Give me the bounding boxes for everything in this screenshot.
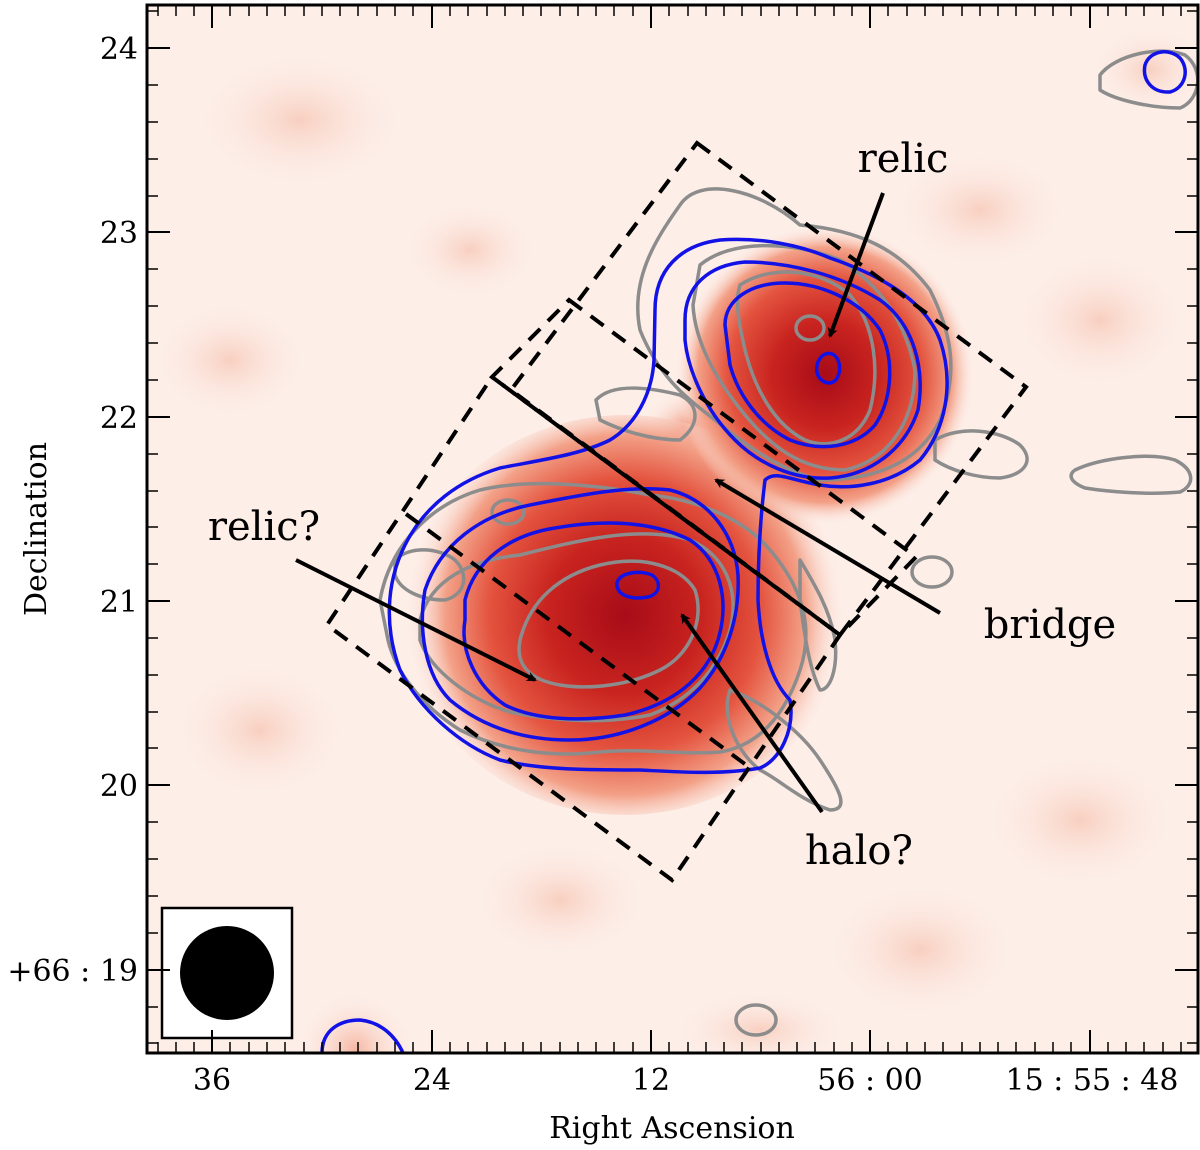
noise-blob — [890, 150, 1070, 270]
emission-north — [675, 225, 975, 525]
arrow-bridge — [714, 478, 942, 615]
arrow-relic-top — [828, 192, 885, 338]
noise-blob — [980, 750, 1180, 890]
noise-blob — [1010, 250, 1190, 390]
region-box-south — [324, 374, 843, 883]
label-halo-question: halo? — [805, 828, 913, 874]
label-bridge: bridge — [984, 602, 1116, 648]
y-tick-label: 22 — [100, 401, 138, 436]
noise-blob — [670, 990, 850, 1053]
x-tick-label: 36 — [193, 1063, 231, 1098]
x-tick-label: 15 : 55 : 48 — [1006, 1063, 1179, 1098]
noise-blob — [470, 840, 650, 960]
noise-blob — [190, 50, 410, 190]
x-tick-label: 24 — [413, 1063, 451, 1098]
y-tick-label: +66 : 19 — [7, 954, 138, 989]
label-relic-question: relic? — [208, 504, 320, 550]
radio-image: relic relic? bridge halo? — [147, 5, 1198, 1053]
noise-blob — [170, 660, 350, 800]
x-tick-labels: 36 24 12 56 : 00 15 : 55 : 48 — [193, 1063, 1179, 1098]
noise-blob — [150, 300, 310, 420]
beam-marker — [180, 926, 274, 1020]
emission-south — [405, 415, 845, 815]
y-tick-labels: 24 23 22 21 20 +66 : 19 — [7, 32, 138, 989]
y-tick-label: 24 — [100, 32, 138, 67]
axis-minor-ticks — [147, 5, 1198, 1053]
emission-corner — [295, 990, 415, 1053]
plot-frame — [145, 3, 1200, 1055]
noise-blob — [820, 880, 1020, 1020]
y-tick-label: 20 — [100, 769, 138, 804]
x-tick-label: 12 — [632, 1063, 670, 1098]
axis-ticks — [147, 5, 1198, 1053]
region-box-north — [508, 140, 1029, 638]
annotation-arrows — [295, 192, 942, 814]
region-boxes — [324, 140, 1029, 883]
x-axis-title: Right Ascension — [549, 1111, 795, 1146]
beam-box — [160, 906, 294, 1040]
region-box-divider — [404, 512, 755, 772]
y-tick-label: 21 — [100, 585, 138, 620]
arrow-halo — [680, 613, 824, 814]
label-relic: relic — [858, 136, 949, 182]
y-tick-label: 23 — [100, 216, 138, 251]
arrow-relic-left — [295, 558, 537, 682]
x-tick-label: 56 : 00 — [817, 1063, 923, 1098]
y-axis-title: Declination — [19, 442, 54, 616]
noise-blob — [400, 200, 540, 300]
